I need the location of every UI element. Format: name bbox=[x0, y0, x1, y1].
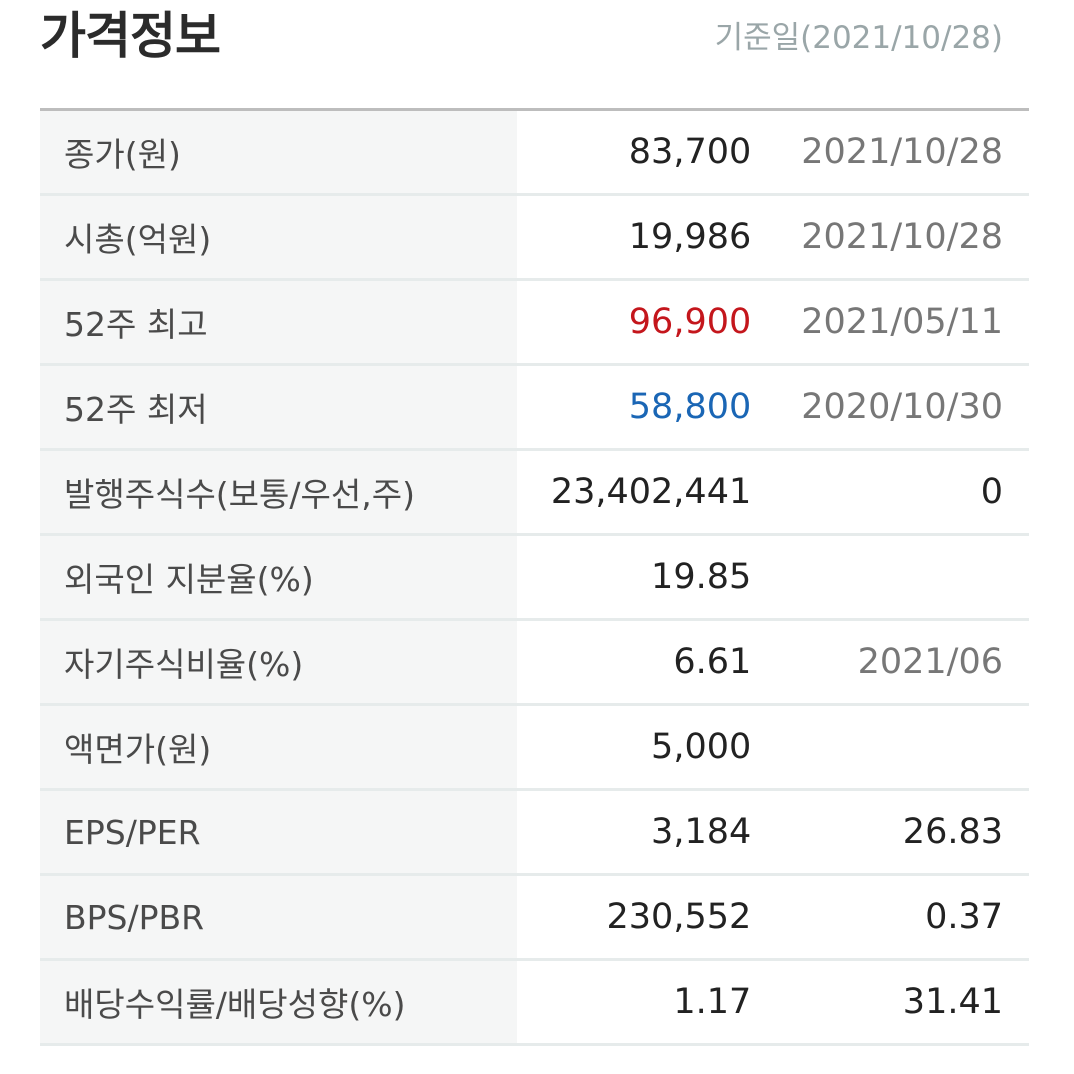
row-label: 52주 최고 bbox=[40, 279, 518, 366]
row-label: 액면가(원) bbox=[40, 704, 518, 791]
row-extra bbox=[751, 704, 1029, 791]
row-label: 자기주식비율(%) bbox=[40, 619, 518, 706]
page-title: 가격정보 bbox=[40, 7, 221, 65]
row-extra: 2020/10/30 bbox=[751, 364, 1029, 451]
row-extra: 0 bbox=[751, 449, 1029, 536]
row-extra bbox=[751, 534, 1029, 621]
base-date: 기준일(2021/10/28) bbox=[714, 20, 1003, 56]
row-value: 19.85 bbox=[517, 534, 752, 621]
row-label: 52주 최저 bbox=[40, 364, 518, 451]
row-extra: 0.37 bbox=[751, 874, 1029, 961]
row-value: 3,184 bbox=[517, 789, 752, 876]
row-label: 종가(원) bbox=[40, 109, 518, 196]
table-row-eps-per: EPS/PER 3,184 26.83 bbox=[40, 789, 1029, 876]
row-value: 230,552 bbox=[517, 874, 752, 961]
row-extra: 2021/10/28 bbox=[751, 194, 1029, 281]
table-row-foreign-ownership: 외국인 지분율(%) 19.85 bbox=[40, 534, 1029, 621]
row-label: 외국인 지분율(%) bbox=[40, 534, 518, 621]
row-label: 배당수익률/배당성향(%) bbox=[40, 959, 518, 1046]
page-header: 가격정보 기준일(2021/10/28) bbox=[40, 0, 1003, 80]
row-extra: 26.83 bbox=[751, 789, 1029, 876]
row-value: 6.61 bbox=[517, 619, 752, 706]
table-row-52w-low: 52주 최저 58,800 2020/10/30 bbox=[40, 364, 1029, 451]
row-value: 1.17 bbox=[517, 959, 752, 1046]
row-value: 23,402,441 bbox=[517, 449, 752, 536]
row-label: EPS/PER bbox=[40, 789, 518, 876]
row-extra: 2021/05/11 bbox=[751, 279, 1029, 366]
table-row-52w-high: 52주 최고 96,900 2021/05/11 bbox=[40, 279, 1029, 366]
row-value: 19,986 bbox=[517, 194, 752, 281]
table-row-market-cap: 시총(억원) 19,986 2021/10/28 bbox=[40, 194, 1029, 281]
row-extra: 2021/10/28 bbox=[751, 109, 1029, 196]
price-info-table: 종가(원) 83,700 2021/10/28 시총(억원) 19,986 20… bbox=[40, 108, 1029, 1046]
row-extra: 31.41 bbox=[751, 959, 1029, 1046]
row-value: 83,700 bbox=[517, 109, 752, 196]
row-label: 시총(억원) bbox=[40, 194, 518, 281]
row-value: 5,000 bbox=[517, 704, 752, 791]
row-value-up: 96,900 bbox=[517, 279, 752, 366]
row-value-down: 58,800 bbox=[517, 364, 752, 451]
table-row-shares-issued: 발행주식수(보통/우선,주) 23,402,441 0 bbox=[40, 449, 1029, 536]
row-extra: 2021/06 bbox=[751, 619, 1029, 706]
table-row-dividend: 배당수익률/배당성향(%) 1.17 31.41 bbox=[40, 959, 1029, 1046]
table-row-bps-pbr: BPS/PBR 230,552 0.37 bbox=[40, 874, 1029, 961]
row-label: 발행주식수(보통/우선,주) bbox=[40, 449, 518, 536]
table-row-close-price: 종가(원) 83,700 2021/10/28 bbox=[40, 109, 1029, 196]
table-row-treasury-stock: 자기주식비율(%) 6.61 2021/06 bbox=[40, 619, 1029, 706]
row-label: BPS/PBR bbox=[40, 874, 518, 961]
table-row-par-value: 액면가(원) 5,000 bbox=[40, 704, 1029, 791]
